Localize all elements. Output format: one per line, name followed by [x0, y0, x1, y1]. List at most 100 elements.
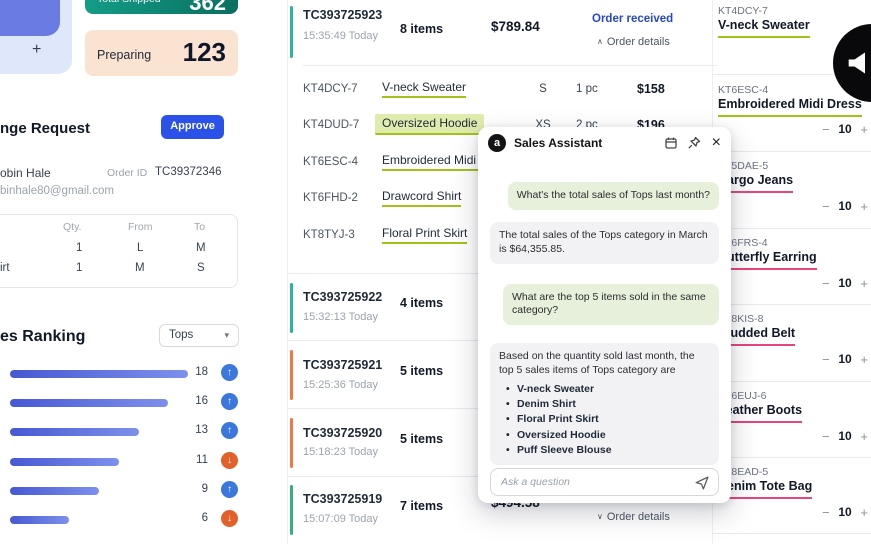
- decrease-button[interactable]: −: [822, 504, 830, 520]
- increase-button[interactable]: +: [860, 121, 868, 137]
- quantity-stepper: − 10 +: [822, 351, 868, 367]
- list-item: Floral Print Skirt: [506, 412, 710, 427]
- approve-button[interactable]: Approve: [161, 115, 224, 139]
- item-name[interactable]: V-neck Sweater: [382, 80, 467, 99]
- order-id: TC393725920: [303, 426, 383, 440]
- item-name[interactable]: Denim Tote Bag: [718, 479, 813, 499]
- increase-button[interactable]: +: [860, 275, 868, 291]
- quantity-stepper: − 10 +: [822, 275, 868, 291]
- quantity-value: 10: [838, 198, 852, 213]
- trend-up-icon: ↑: [221, 481, 238, 498]
- order-line-item: KT4DCY-7 V-neck Sweater S 1 pc $158: [303, 80, 717, 104]
- divider: [713, 381, 871, 382]
- order-total: $789.84: [491, 19, 540, 34]
- decrease-button[interactable]: −: [822, 198, 830, 214]
- order-details-label: Order details: [606, 36, 670, 48]
- ranking-value: 9: [201, 483, 208, 495]
- preparing-card: Preparing 123: [85, 30, 238, 76]
- trend-down-icon: ↓: [221, 510, 238, 527]
- trend-up-icon: ↑: [221, 393, 238, 410]
- order-time: 15:18:23 Today: [303, 446, 379, 458]
- col-to: To: [194, 221, 206, 233]
- divider: [713, 304, 871, 305]
- order-time: 15:32:13 Today: [303, 311, 379, 323]
- item-name[interactable]: Embroidered Midi Dress: [718, 97, 862, 117]
- col-from: From: [128, 221, 153, 233]
- item-name[interactable]: V-neck Sweater: [718, 18, 810, 38]
- decrease-button[interactable]: −: [822, 275, 830, 291]
- item-name[interactable]: Butterfly Earring: [718, 250, 817, 270]
- category-filter-dropdown[interactable]: Tops ▾: [159, 324, 239, 347]
- megaphone-icon: [848, 52, 865, 74]
- list-item: Denim Shirt: [506, 397, 710, 412]
- add-card-art: [0, 0, 60, 36]
- cr-from: M: [135, 262, 145, 274]
- divider: [713, 151, 871, 152]
- order-items-count: 5 items: [400, 364, 444, 378]
- filter-value: Tops: [169, 328, 194, 341]
- add-card[interactable]: +: [0, 0, 72, 74]
- col-qty: Qty.: [63, 221, 82, 233]
- chat-messages: What's the total sales of Tops last mont…: [490, 157, 719, 466]
- item-name[interactable]: Drawcord Shirt: [382, 189, 462, 208]
- assistant-launcher-button[interactable]: [833, 24, 871, 102]
- chevron-down-icon: ∨: [597, 512, 603, 521]
- close-icon[interactable]: ×: [711, 134, 721, 151]
- assistant-message: The total sales of the Tops category in …: [490, 221, 719, 264]
- item-name[interactable]: Studded Belt: [718, 326, 796, 346]
- decrease-button[interactable]: −: [822, 428, 830, 444]
- calendar-icon[interactable]: [664, 136, 679, 151]
- order-id-label: Order ID: [107, 167, 148, 179]
- order-id: TC393725919: [303, 492, 383, 506]
- order-accent-strip: [290, 283, 293, 333]
- item-name[interactable]: Oversized Hoodie: [375, 114, 485, 136]
- ranking-row: 9 ↑: [0, 479, 250, 503]
- customer-email: binhale80@gmail.com: [0, 185, 114, 197]
- item-name[interactable]: Floral Print Skirt: [382, 226, 468, 245]
- item-code: KT6ESC-4: [718, 84, 769, 96]
- customer-name: obin Hale: [0, 166, 51, 180]
- order-details-toggle[interactable]: ∨ Order details: [597, 511, 670, 524]
- total-shipped-value: 362: [189, 0, 226, 14]
- item-code: KT6FHD-2: [303, 192, 358, 204]
- ranking-row: 18 ↑: [0, 362, 250, 386]
- user-message: What are the top 5 items sold in the sam…: [503, 283, 719, 326]
- quantity-stepper: − 10 +: [822, 504, 868, 520]
- send-icon[interactable]: [694, 475, 710, 491]
- total-shipped-label: Total Shipped: [97, 0, 161, 5]
- order-details-toggle[interactable]: ∧ Order details: [597, 36, 670, 49]
- order-time: 15:25:36 Today: [303, 379, 379, 391]
- order-accent-strip: [290, 350, 293, 400]
- ranking-value: 13: [195, 424, 208, 436]
- item-name[interactable]: Cargo Jeans: [718, 173, 794, 193]
- assistant-message: Based on the quantity sold last month, t…: [490, 343, 719, 466]
- divider: [303, 65, 717, 66]
- order-items-count: 5 items: [400, 432, 444, 446]
- increase-button[interactable]: +: [860, 198, 868, 214]
- ranking-bar: [10, 399, 168, 407]
- pin-icon[interactable]: [687, 136, 702, 151]
- quantity-stepper: − 10 +: [822, 198, 868, 214]
- trend-up-icon: ↑: [221, 422, 238, 439]
- ranking-row: 13 ↑: [0, 420, 250, 444]
- increase-button[interactable]: +: [860, 504, 868, 520]
- cr-item: irt: [0, 262, 10, 274]
- change-request-table: [0, 214, 238, 288]
- total-shipped-card: Total Shipped 362: [85, 0, 238, 14]
- item-name[interactable]: Leather Boots: [718, 403, 803, 423]
- decrease-button[interactable]: −: [822, 121, 830, 137]
- question-input[interactable]: [491, 469, 718, 495]
- order-line-item: KT8TYJ-3 Floral Print Skirt: [303, 226, 717, 250]
- decrease-button[interactable]: −: [822, 351, 830, 367]
- divider: [713, 533, 871, 534]
- increase-button[interactable]: +: [860, 428, 868, 444]
- ranking-bar: [10, 458, 119, 466]
- quantity-stepper: − 10 +: [822, 428, 868, 444]
- chevron-down-icon: ▾: [224, 330, 229, 341]
- quantity-value: 10: [838, 504, 852, 519]
- item-code: KT4DUD-7: [303, 119, 360, 131]
- cr-to: M: [196, 242, 206, 254]
- increase-button[interactable]: +: [860, 351, 868, 367]
- order-accent-strip: [290, 485, 293, 535]
